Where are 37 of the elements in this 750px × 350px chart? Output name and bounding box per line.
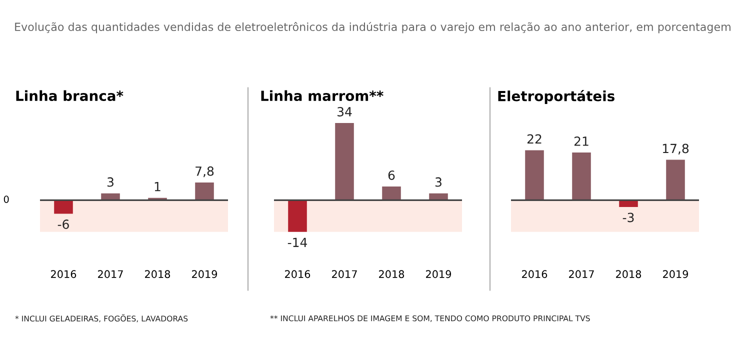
data-label: 3 [107,177,114,187]
x-tick-label: 2016 [51,270,76,278]
chart-title: Linha marrom** [261,90,384,102]
data-label: 21 [574,136,588,146]
data-label: -3 [622,212,634,222]
data-label: 34 [338,107,352,116]
bar [54,200,73,214]
text: 0 [4,196,9,203]
data-label: 7,8 [196,166,214,178]
x-tick-label: 2019 [663,270,688,278]
bar [666,160,685,200]
bar [288,200,307,232]
bar [572,152,591,200]
x-tick-label: 2019 [426,270,452,278]
x-tick-label: 2016 [285,270,310,278]
data-label: -6 [58,220,69,229]
bar [335,123,354,200]
chart-title: Eletroportáteis [498,90,614,104]
x-tick-label: 2017 [98,270,123,278]
bar [195,182,214,200]
data-label: 6 [388,170,395,180]
chart-title: Linha branca* [16,90,124,102]
bar [382,186,401,200]
x-tick-label: 2016 [522,270,548,278]
text: Evolução das quantidades vendidas de eletroeletrônicos da indústria para o varejo em relação ao ano anterior, em porcentagem [15,22,730,34]
x-tick-label: 2017 [569,270,594,278]
x-tick-label: 2018 [379,270,404,278]
data-label: 17,8 [662,144,689,154]
x-tick-label: 2018 [145,270,170,278]
data-label: -14 [288,238,308,247]
data-label: 3 [435,177,442,187]
data-label: 22 [527,134,542,144]
bar [525,150,544,200]
x-tick-label: 2019 [192,270,218,278]
data-label: 1 [154,182,160,192]
x-tick-label: 2017 [332,270,357,278]
x-tick-label: 2018 [616,270,642,278]
